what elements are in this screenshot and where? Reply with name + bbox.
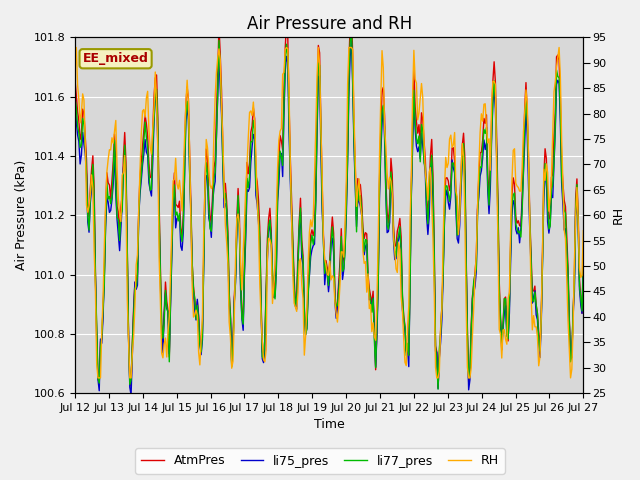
AtmPres: [237, 275, 244, 281]
AtmPres: [579, 254, 587, 260]
li77_pres: [132, 285, 140, 290]
AtmPres: [440, 206, 448, 212]
Line: li75_pres: li75_pres: [75, 41, 583, 395]
RH: [443, 165, 451, 170]
li75_pres: [274, 198, 282, 204]
li75_pres: [579, 261, 587, 266]
li75_pres: [440, 220, 448, 226]
AtmPres: [132, 278, 140, 284]
RH: [275, 137, 283, 143]
X-axis label: Time: Time: [314, 419, 344, 432]
RH: [440, 187, 448, 193]
li75_pres: [348, 38, 355, 44]
li75_pres: [134, 282, 141, 288]
li77_pres: [440, 217, 448, 223]
li77_pres: [348, 22, 355, 28]
li77_pres: [443, 183, 451, 189]
Line: RH: RH: [75, 48, 583, 378]
li75_pres: [394, 240, 401, 246]
Line: li77_pres: li77_pres: [75, 25, 583, 389]
li75_pres: [71, 96, 79, 101]
li77_pres: [392, 254, 400, 260]
li77_pres: [434, 386, 442, 392]
li75_pres: [127, 392, 135, 398]
AtmPres: [443, 175, 451, 180]
Title: Air Pressure and RH: Air Pressure and RH: [246, 15, 412, 33]
Legend: AtmPres, li75_pres, li77_pres, RH: AtmPres, li75_pres, li77_pres, RH: [135, 448, 505, 474]
RH: [394, 270, 401, 276]
AtmPres: [273, 262, 280, 268]
li77_pres: [273, 268, 280, 274]
Text: EE_mixed: EE_mixed: [83, 52, 148, 65]
RH: [71, 67, 79, 73]
AtmPres: [392, 242, 400, 248]
AtmPres: [434, 384, 442, 390]
li77_pres: [71, 96, 79, 101]
li75_pres: [443, 187, 451, 193]
RH: [579, 228, 587, 234]
li77_pres: [237, 282, 244, 288]
AtmPres: [71, 77, 79, 83]
Line: AtmPres: AtmPres: [75, 10, 583, 387]
Y-axis label: RH: RH: [612, 206, 625, 224]
AtmPres: [348, 7, 355, 12]
Y-axis label: Air Pressure (kPa): Air Pressure (kPa): [15, 160, 28, 270]
RH: [135, 207, 143, 213]
li75_pres: [238, 316, 246, 322]
RH: [72, 45, 80, 50]
RH: [94, 375, 102, 381]
RH: [239, 249, 247, 254]
li77_pres: [579, 264, 587, 270]
